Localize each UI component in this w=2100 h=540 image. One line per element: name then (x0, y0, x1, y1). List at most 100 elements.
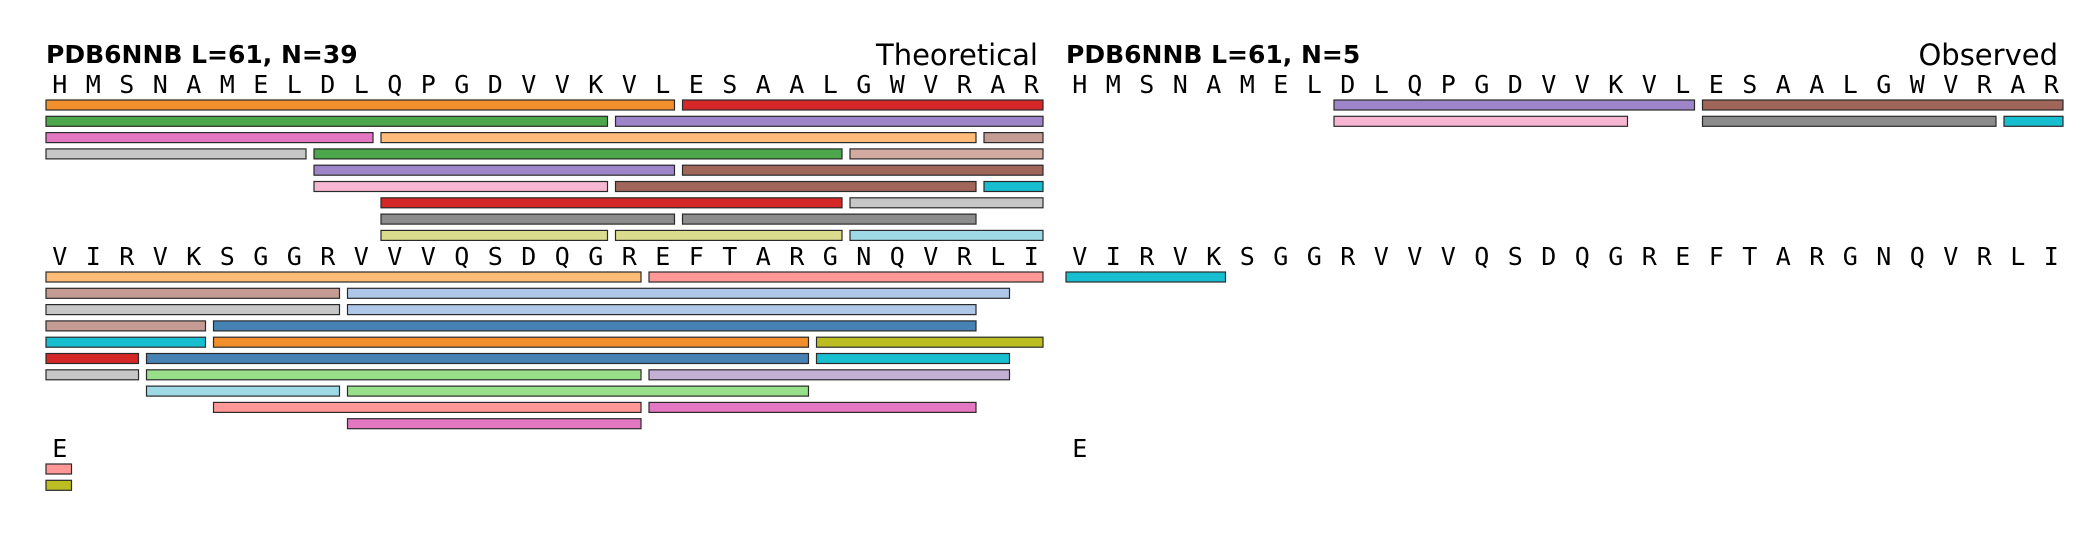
residue-theoretical-b1-25: Q (890, 242, 905, 271)
residue-observed-b1-20: T (1742, 242, 1757, 271)
residue-observed-b2-0: E (1072, 434, 1087, 463)
residue-theoretical-b0-29: R (1024, 70, 1040, 99)
residue-observed-b1-24: N (1876, 242, 1891, 271)
residue-theoretical-b0-17: V (622, 70, 637, 99)
residue-observed-b1-22: R (1809, 242, 1825, 271)
peptide-bar-theoretical-b1-20 (648, 401, 977, 413)
residue-observed-b1-0: V (1072, 242, 1087, 271)
residue-observed-b1-28: L (2010, 242, 2025, 271)
residue-theoretical-b0-13: D (488, 70, 503, 99)
peptide-bar-observed-b0-2 (1333, 115, 1629, 127)
residue-observed-b1-5: S (1240, 242, 1255, 271)
peptide-bar-observed-b1-0 (1065, 271, 1227, 283)
observed-header: PDB6NNB L=61, N=5 (1066, 40, 1360, 69)
peptide-bar-observed-b0-4 (2003, 115, 2064, 127)
residue-observed-b1-29: I (2044, 242, 2059, 271)
residue-theoretical-b0-3: N (153, 70, 168, 99)
residue-theoretical-b0-9: L (354, 70, 369, 99)
residue-observed-b0-5: M (1240, 70, 1255, 99)
residue-observed-b1-6: G (1273, 242, 1288, 271)
residue-theoretical-b0-16: K (588, 70, 603, 99)
residue-observed-b0-1: M (1106, 70, 1121, 99)
residue-observed-b0-24: G (1876, 70, 1891, 99)
residue-observed-b1-11: V (1441, 242, 1456, 271)
residue-observed-b0-3: N (1173, 70, 1188, 99)
residue-observed-b0-14: V (1541, 70, 1556, 99)
peptide-bar-theoretical-b1-8 (45, 336, 207, 348)
residue-theoretical-b0-23: L (823, 70, 838, 99)
residue-theoretical-b1-1: I (86, 242, 101, 271)
peptide-bar-theoretical-b1-1 (648, 271, 1044, 283)
peptide-bar-theoretical-b1-14 (45, 369, 140, 381)
peptide-bar-theoretical-b1-5 (346, 304, 977, 316)
peptide-bar-theoretical-b1-12 (145, 352, 810, 365)
residue-theoretical-b1-24: N (856, 242, 871, 271)
residue-theoretical-b1-0: V (52, 242, 67, 271)
residue-theoretical-b0-7: L (287, 70, 302, 99)
peptide-bar-theoretical-b0-4 (45, 132, 374, 144)
residue-theoretical-b0-2: S (119, 70, 134, 99)
theoretical-corner-label: Theoretical (875, 38, 1038, 72)
residue-theoretical-b1-23: G (823, 242, 838, 271)
peptide-bar-observed-b0-1 (1701, 99, 2064, 111)
peptide-bar-theoretical-b0-3 (614, 115, 1044, 127)
peptide-bar-observed-b0-3 (1701, 115, 1997, 127)
peptide-bar-theoretical-b0-17 (380, 213, 676, 225)
peptide-bar-theoretical-b0-0 (45, 99, 676, 111)
residue-theoretical-b0-15: V (555, 70, 570, 99)
residue-theoretical-b1-5: S (220, 242, 235, 271)
peptide-bar-theoretical-b0-14 (983, 180, 1044, 193)
residue-theoretical-b1-22: R (789, 242, 805, 271)
residue-theoretical-b0-10: Q (387, 70, 402, 99)
residue-theoretical-b0-0: H (52, 70, 67, 99)
residue-theoretical-b0-18: L (655, 70, 670, 99)
observed-coverage-map: H M S N A M E L D L Q P G D V V K V L E S A A L G W V R A RV I R V K S G G R V… (1065, 70, 2064, 463)
peptide-bar-theoretical-b1-0 (45, 271, 642, 283)
residue-theoretical-b0-27: R (957, 70, 973, 99)
residue-observed-b0-27: R (1977, 70, 1993, 99)
residue-observed-b0-29: R (2044, 70, 2060, 99)
residue-theoretical-b1-4: K (186, 242, 201, 271)
peptide-bar-theoretical-b1-16 (648, 369, 1011, 381)
peptide-bar-theoretical-b0-19 (380, 229, 609, 241)
residue-observed-b0-21: A (1776, 70, 1791, 99)
residue-theoretical-b1-7: G (287, 242, 302, 271)
peptide-bar-observed-b0-0 (1333, 99, 1696, 111)
peptide-bar-theoretical-b1-21 (346, 418, 642, 430)
residue-observed-b1-26: V (1943, 242, 1958, 271)
residue-theoretical-b0-25: W (890, 70, 906, 99)
residue-theoretical-b0-11: P (421, 70, 436, 99)
peptide-bar-theoretical-b0-5 (380, 132, 977, 144)
residue-observed-b1-19: F (1709, 242, 1724, 271)
observed-corner-label: Observed (1918, 38, 2058, 72)
residue-observed-b0-19: E (1709, 70, 1724, 99)
residue-observed-b0-22: A (1809, 70, 1824, 99)
peptide-bar-theoretical-b1-19 (212, 401, 642, 413)
residue-theoretical-b1-6: G (253, 242, 268, 271)
peptide-bar-theoretical-b0-6 (983, 132, 1044, 144)
residue-theoretical-b1-28: L (990, 242, 1005, 271)
residue-observed-b1-18: E (1675, 242, 1690, 271)
residue-observed-b1-2: R (1139, 242, 1155, 271)
peptide-bar-theoretical-b0-16 (849, 197, 1044, 209)
theoretical-header: PDB6NNB L=61, N=39 (46, 40, 358, 69)
residue-observed-b0-15: V (1575, 70, 1590, 99)
residue-theoretical-b1-13: S (488, 242, 503, 271)
residue-theoretical-b0-24: G (856, 70, 871, 99)
residue-observed-b1-3: V (1173, 242, 1188, 271)
residue-theoretical-b0-4: A (186, 70, 201, 99)
peptide-bar-theoretical-b0-18 (681, 213, 977, 225)
peptide-bar-theoretical-b0-7 (45, 148, 307, 160)
residue-theoretical-b1-29: I (1024, 242, 1039, 271)
residue-observed-b0-25: W (1910, 70, 1926, 99)
peptide-bar-theoretical-b0-15 (380, 197, 843, 209)
residue-observed-b1-13: S (1508, 242, 1523, 271)
residue-theoretical-b1-2: R (119, 242, 135, 271)
residue-observed-b0-4: A (1206, 70, 1221, 99)
residue-theoretical-b1-14: D (521, 242, 536, 271)
peptide-bar-theoretical-b1-6 (45, 320, 207, 332)
residue-theoretical-b0-6: E (253, 70, 268, 99)
peptide-bar-theoretical-b1-13 (815, 352, 1011, 365)
residue-observed-b1-25: Q (1910, 242, 1925, 271)
